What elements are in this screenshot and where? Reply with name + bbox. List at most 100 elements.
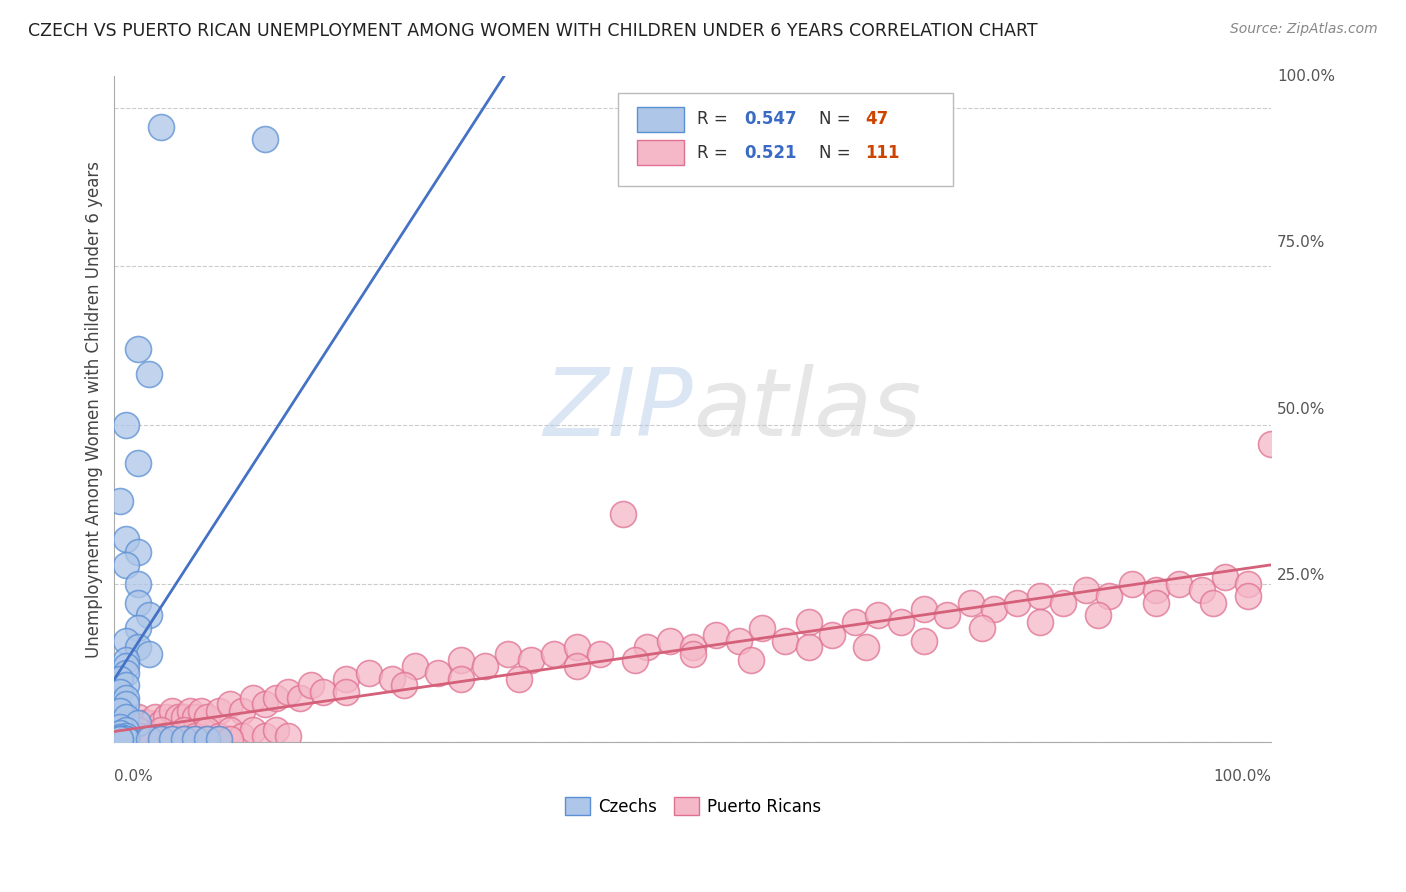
Point xyxy=(127,342,149,356)
Point xyxy=(866,608,889,623)
Point xyxy=(162,732,184,747)
Text: 0.521: 0.521 xyxy=(744,144,796,161)
Point xyxy=(127,545,149,559)
Point xyxy=(1087,608,1109,623)
Point xyxy=(936,608,959,623)
Text: 0.547: 0.547 xyxy=(744,111,796,128)
Point xyxy=(115,732,138,747)
Point xyxy=(567,659,589,673)
Point xyxy=(335,684,357,698)
Point xyxy=(115,633,138,648)
Point xyxy=(195,732,218,747)
Point xyxy=(357,665,380,680)
Point xyxy=(195,710,218,724)
Point xyxy=(149,120,172,134)
Point xyxy=(127,723,149,737)
Point xyxy=(138,729,160,743)
Point xyxy=(173,723,195,737)
Point xyxy=(959,596,981,610)
FancyBboxPatch shape xyxy=(637,140,683,165)
Point xyxy=(704,627,727,641)
Point xyxy=(167,710,190,724)
Text: R =: R = xyxy=(697,111,734,128)
Point xyxy=(567,640,589,655)
Point xyxy=(127,621,149,635)
Point xyxy=(1098,590,1121,604)
Point xyxy=(496,647,519,661)
Point xyxy=(108,672,131,686)
Point xyxy=(740,653,762,667)
Point xyxy=(115,716,138,731)
Point xyxy=(219,698,242,712)
Point xyxy=(143,710,166,724)
Point xyxy=(970,621,993,635)
Point xyxy=(299,678,322,692)
Text: 100.0%: 100.0% xyxy=(1213,769,1271,784)
Point xyxy=(115,665,138,680)
Point xyxy=(1191,583,1213,598)
Point xyxy=(162,732,184,747)
Point xyxy=(912,633,935,648)
Text: 0.0%: 0.0% xyxy=(114,769,153,784)
Point xyxy=(1144,596,1167,610)
Point xyxy=(612,507,634,521)
Point xyxy=(231,704,253,718)
Point xyxy=(450,672,472,686)
Point xyxy=(127,729,149,743)
Point xyxy=(624,653,647,667)
Point xyxy=(190,704,212,718)
Point xyxy=(207,704,229,718)
Point xyxy=(127,716,149,731)
Point xyxy=(115,698,138,712)
Point xyxy=(253,729,276,743)
Point xyxy=(173,732,195,747)
Point xyxy=(1029,590,1052,604)
Point xyxy=(115,710,138,724)
Point xyxy=(195,732,218,747)
Point xyxy=(108,732,131,747)
Text: 75.0%: 75.0% xyxy=(1277,235,1326,250)
Point xyxy=(115,558,138,572)
Point xyxy=(589,647,612,661)
Point xyxy=(173,732,195,747)
Point xyxy=(797,615,820,629)
Point xyxy=(207,732,229,747)
Point xyxy=(149,716,172,731)
Point xyxy=(108,684,131,698)
Point xyxy=(242,691,264,706)
Point xyxy=(1005,596,1028,610)
Text: 47: 47 xyxy=(865,111,889,128)
Point xyxy=(108,704,131,718)
Point xyxy=(115,533,138,547)
Point xyxy=(173,710,195,724)
Y-axis label: Unemployment Among Women with Children Under 6 years: Unemployment Among Women with Children U… xyxy=(86,161,103,657)
Point xyxy=(219,723,242,737)
Point xyxy=(138,368,160,382)
Point xyxy=(335,672,357,686)
Point xyxy=(115,678,138,692)
Text: CZECH VS PUERTO RICAN UNEMPLOYMENT AMONG WOMEN WITH CHILDREN UNDER 6 YEARS CORRE: CZECH VS PUERTO RICAN UNEMPLOYMENT AMONG… xyxy=(28,22,1038,40)
Point xyxy=(162,704,184,718)
Point xyxy=(1202,596,1225,610)
Point xyxy=(450,653,472,667)
Text: R =: R = xyxy=(697,144,734,161)
Point xyxy=(474,659,496,673)
Point xyxy=(1260,437,1282,451)
Text: 25.0%: 25.0% xyxy=(1277,568,1326,583)
Text: ZIP: ZIP xyxy=(543,364,693,455)
Point xyxy=(115,653,138,667)
Point xyxy=(219,732,242,747)
Text: atlas: atlas xyxy=(693,364,921,455)
Point xyxy=(231,729,253,743)
Point xyxy=(138,732,160,747)
Point xyxy=(855,640,877,655)
Point xyxy=(149,732,172,747)
Point xyxy=(127,640,149,655)
Point xyxy=(108,720,131,734)
Point xyxy=(108,732,131,747)
Point xyxy=(520,653,543,667)
Point xyxy=(1237,590,1260,604)
Point xyxy=(138,647,160,661)
Point xyxy=(121,723,143,737)
Point xyxy=(1029,615,1052,629)
